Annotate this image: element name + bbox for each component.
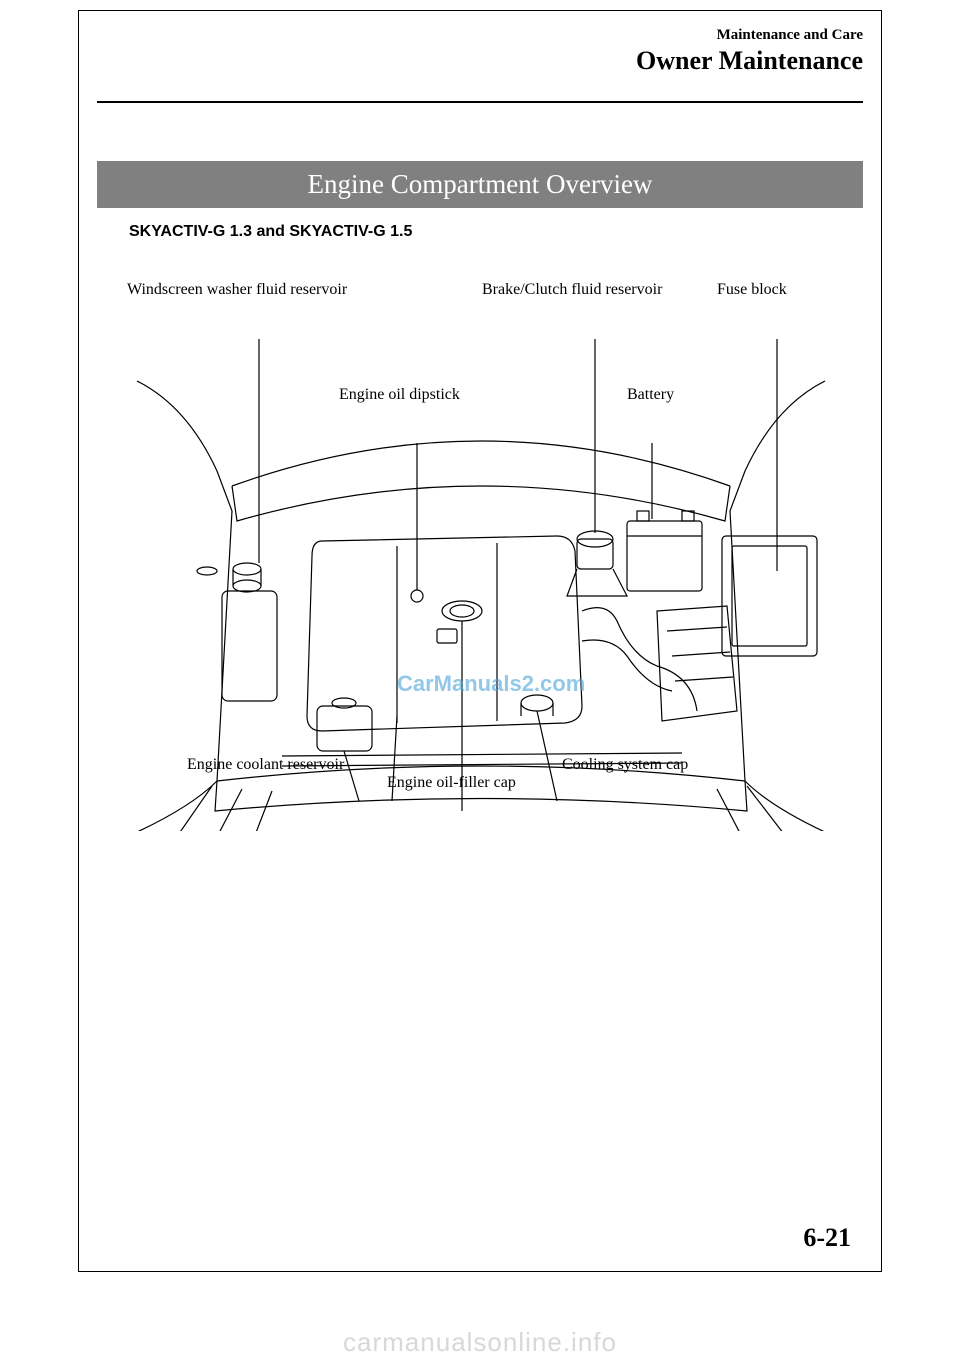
engine-diagram: Windscreen washer fluid reservoir Brake/… bbox=[97, 271, 863, 831]
section-banner: Engine Compartment Overview bbox=[97, 161, 863, 208]
callout-brake: Brake/Clutch fluid reservoir bbox=[482, 281, 662, 299]
page-frame: Maintenance and Care Owner Maintenance E… bbox=[78, 10, 882, 1272]
callout-washer: Windscreen washer fluid reservoir bbox=[127, 281, 347, 299]
section-subtitle: Owner Maintenance bbox=[636, 46, 863, 76]
callout-fuse: Fuse block bbox=[717, 281, 787, 299]
category-label: Maintenance and Care bbox=[636, 27, 863, 44]
watermark-bottom: carmanualsonline.info bbox=[0, 1327, 960, 1358]
engine-diagram-svg bbox=[97, 311, 865, 831]
page-header: Maintenance and Care Owner Maintenance bbox=[636, 27, 863, 76]
page-number: 6-21 bbox=[803, 1223, 851, 1253]
header-divider bbox=[97, 101, 863, 103]
engine-variant-label: SKYACTIV-G 1.3 and SKYACTIV-G 1.5 bbox=[129, 223, 412, 241]
